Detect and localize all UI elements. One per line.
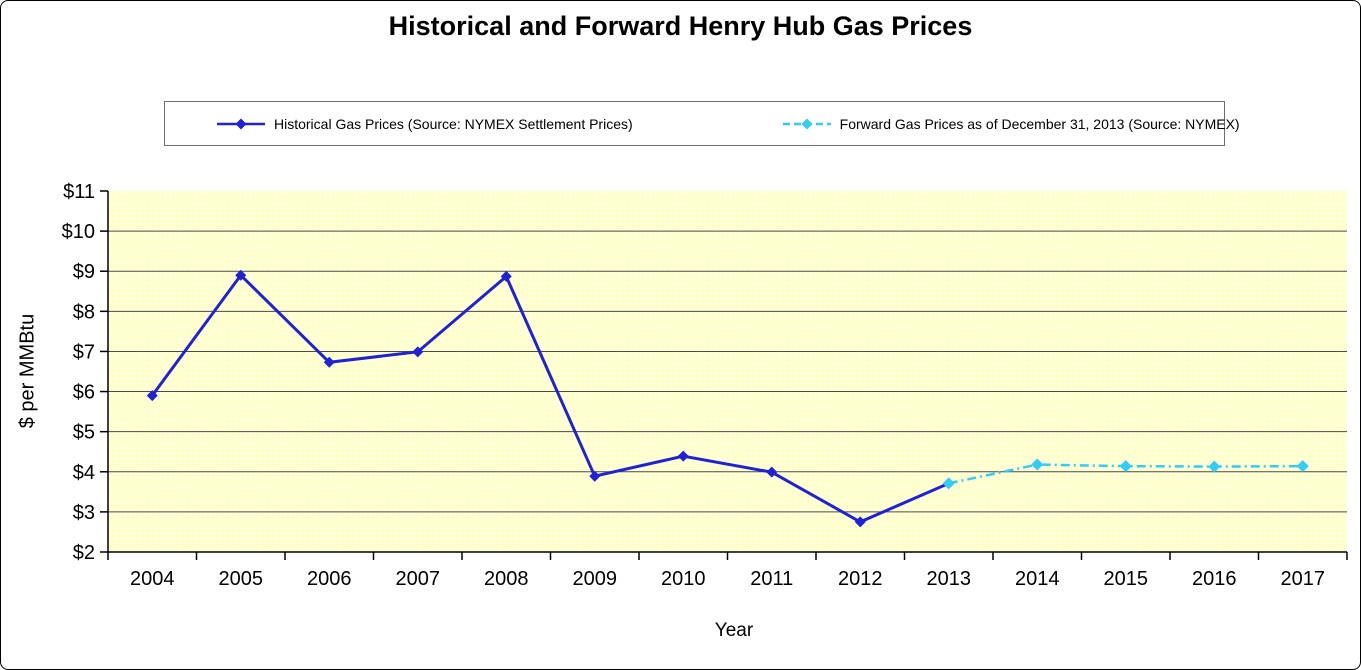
x-tick-label: 2015: [1104, 568, 1149, 590]
historical-point-marker: [235, 269, 247, 281]
x-tick-label: 2012: [838, 568, 883, 590]
forward-point-marker: [1296, 460, 1309, 473]
historical-line: [151, 272, 950, 524]
y-tick-label: $3: [73, 502, 95, 524]
y-tick-label: $11: [63, 181, 95, 203]
historical-point-marker: [589, 470, 601, 482]
historical-point-marker: [323, 356, 335, 368]
historical-point-marker: [500, 270, 512, 282]
legend: Historical Gas Prices (Source: NYMEX Set…: [164, 101, 1240, 146]
legend-entry-historical: Historical Gas Prices (Source: NYMEX Set…: [217, 116, 633, 132]
x-tick-label: 2004: [130, 568, 175, 590]
x-tick-label: 2016: [1192, 568, 1237, 590]
y-axis-title: $ per MMBtu: [16, 313, 39, 429]
x-tick-label: 2006: [307, 568, 352, 590]
forward-point-marker: [1119, 460, 1132, 473]
legend-entry-forward: Forward Gas Prices as of December 31, 20…: [782, 115, 1240, 132]
y-tick-label: $8: [73, 301, 95, 323]
x-tick-label: 2008: [484, 568, 529, 590]
forward-point-marker: [1208, 460, 1221, 473]
legend-label-forward: Forward Gas Prices as of December 31, 20…: [839, 115, 1240, 132]
forward-point-marker: [942, 477, 955, 490]
x-tick-label: 2011: [750, 568, 793, 590]
historical-point-marker: [854, 516, 866, 528]
historical-point-marker: [146, 390, 158, 402]
forward-point-marker: [1031, 458, 1044, 471]
x-tick-label: 2009: [573, 568, 618, 590]
x-tick-label: 2007: [396, 568, 441, 590]
x-axis-title: Year: [714, 620, 754, 641]
x-tick-label: 2013: [927, 568, 972, 590]
x-tick-label: 2010: [661, 568, 706, 590]
y-tick-label: $5: [73, 422, 95, 444]
plot-area: [108, 191, 1347, 552]
x-tick-label: 2005: [219, 568, 264, 590]
y-tick-label: $9: [73, 261, 95, 283]
historical-point-marker: [677, 450, 689, 462]
historical-point-marker: [766, 466, 778, 478]
y-tick-label: $2: [73, 542, 95, 564]
legend-label-historical: Historical Gas Prices (Source: NYMEX Set…: [274, 115, 633, 132]
forward-series-line-icon: [782, 117, 831, 131]
y-tick-label: $7: [73, 341, 95, 363]
y-tick-label: $10: [62, 221, 95, 243]
y-tick-label: $4: [73, 462, 95, 484]
historical-series-line-icon: [217, 117, 265, 131]
y-tick-label: $6: [73, 382, 95, 404]
x-tick-label: 2014: [1015, 568, 1060, 590]
x-tick-label: 2017: [1281, 568, 1326, 590]
historical-point-marker: [412, 346, 424, 358]
chart-title: Historical and Forward Henry Hub Gas Pri…: [388, 11, 973, 41]
